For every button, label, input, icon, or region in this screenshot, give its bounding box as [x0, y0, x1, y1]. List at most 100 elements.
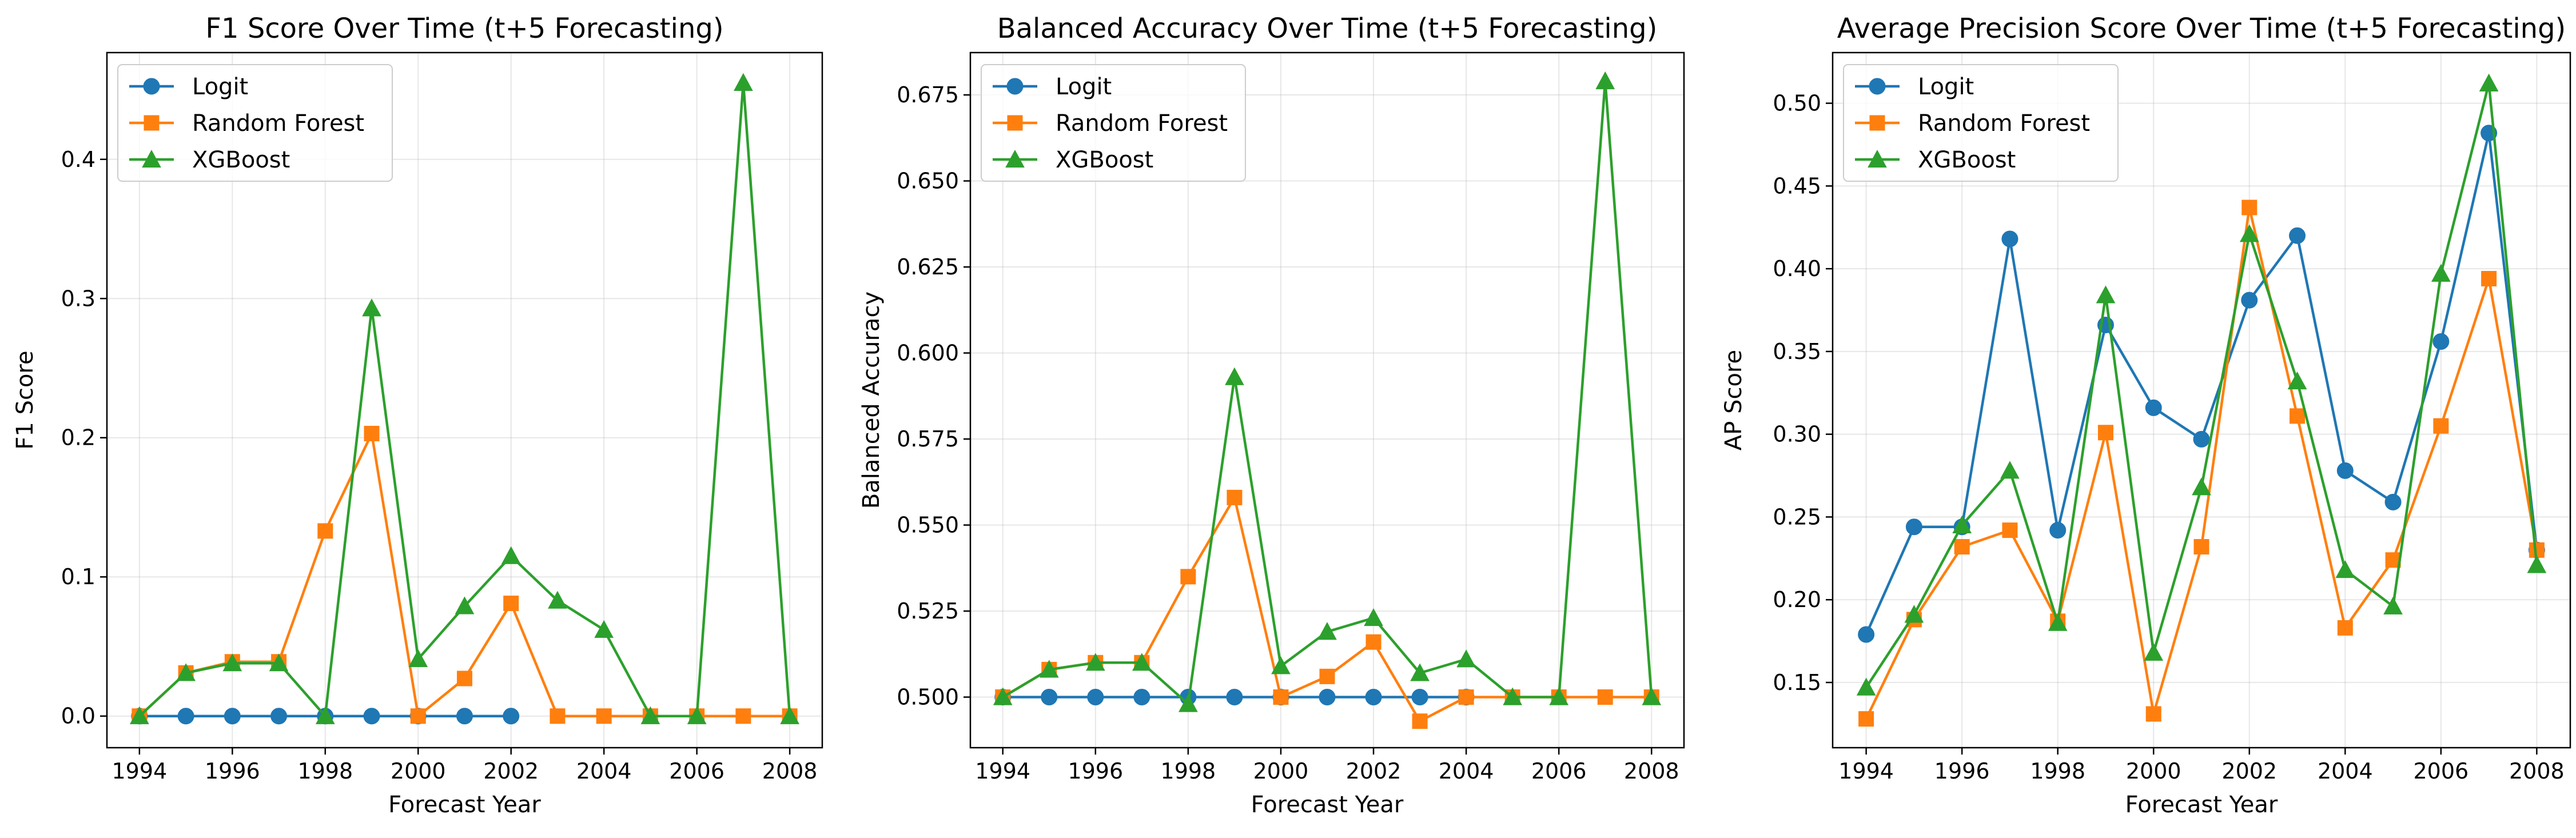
data-point: [1365, 689, 1382, 706]
data-point: [1132, 653, 1152, 671]
x-tick-label: 2000: [2126, 759, 2181, 784]
data-point: [734, 73, 753, 91]
x-tick-label: 2006: [669, 759, 724, 784]
data-point: [269, 653, 289, 672]
series-line: [1865, 206, 2538, 720]
data-point: [1226, 689, 1243, 706]
data-point: [1271, 656, 1291, 675]
plot-frame: [106, 51, 823, 749]
x-tick-label: 1994: [1838, 759, 1894, 784]
data-point: [362, 298, 381, 317]
y-axis-label: Balanced Accuracy: [858, 292, 885, 509]
x-tick-label: 1998: [297, 759, 353, 784]
data-point: [408, 649, 428, 667]
data-point: [594, 620, 614, 638]
series-logit: [1858, 125, 2545, 643]
data-point: [2001, 230, 2018, 248]
data-point: [1904, 605, 1924, 623]
series-xgboost: [993, 71, 1662, 712]
data-point: [456, 708, 473, 725]
legend-label: XGBoost: [1056, 147, 1153, 173]
data-point: [1087, 689, 1104, 706]
x-tick-label: 2000: [391, 759, 446, 784]
data-point: [1905, 518, 1922, 536]
legend-marker: [1869, 78, 1886, 95]
data-point: [1133, 689, 1150, 706]
x-tick-label: 1996: [205, 759, 260, 784]
data-point: [2145, 399, 2162, 416]
legend-marker: [1868, 149, 1887, 168]
legend-item: Random Forest: [129, 110, 364, 137]
legend-label: XGBoost: [1918, 147, 2016, 173]
data-point: [2287, 371, 2307, 390]
x-tick-label: 1998: [2030, 759, 2085, 784]
data-point: [2193, 430, 2210, 448]
data-point: [1952, 515, 1972, 533]
legend-marker: [1006, 78, 1024, 95]
y-tick-label: 0.500: [897, 685, 959, 710]
data-point: [2192, 477, 2211, 496]
data-point: [1858, 626, 1875, 643]
data-point: [2384, 493, 2402, 510]
data-point: [1085, 653, 1105, 671]
y-tick-label: 0.0: [61, 704, 95, 729]
chart-title: Average Precision Score Over Time (t+5 F…: [1837, 13, 2566, 45]
y-tick-label: 0.35: [1773, 339, 1821, 364]
plot-frame: [1832, 51, 2571, 749]
legend-marker: [144, 115, 160, 131]
x-tick-label: 2008: [762, 759, 818, 784]
data-point: [640, 706, 660, 724]
data-point: [410, 708, 426, 724]
data-point: [130, 706, 149, 724]
data-point: [1954, 539, 1970, 555]
data-point: [1319, 689, 1336, 706]
x-tick-label: 2004: [576, 759, 632, 784]
data-point: [780, 706, 799, 724]
y-tick-label: 0.550: [897, 513, 959, 538]
data-point: [1365, 634, 1381, 650]
data-point: [270, 708, 288, 725]
data-point: [2383, 596, 2403, 614]
y-tick-label: 0.25: [1773, 504, 1821, 529]
legend-item: XGBoost: [993, 147, 1153, 173]
legend-label: Random Forest: [192, 110, 364, 137]
x-tick-label: 2008: [2509, 759, 2565, 784]
data-point: [1364, 608, 1383, 626]
data-point: [1597, 689, 1613, 705]
data-point: [176, 663, 196, 681]
data-point: [2431, 264, 2451, 282]
legend-label: Random Forest: [1056, 110, 1228, 137]
x-tick-label: 2004: [1439, 759, 1494, 784]
data-point: [2144, 643, 2164, 661]
data-point: [1225, 367, 1244, 385]
y-tick-label: 0.600: [897, 341, 959, 366]
legend-marker: [1869, 115, 1885, 131]
x-axis-label: Forecast Year: [1251, 792, 1404, 818]
series-line: [1002, 496, 1652, 723]
legend-box: [981, 64, 1246, 182]
y-tick-label: 0.4: [61, 147, 95, 172]
data-point: [364, 425, 380, 441]
y-tick-label: 0.2: [61, 425, 95, 450]
series-xgboost: [1856, 73, 2547, 696]
legend-item: XGBoost: [129, 147, 290, 173]
x-tick-label: 2006: [1531, 759, 1587, 784]
legend-marker: [1005, 149, 1025, 168]
data-point: [2337, 620, 2353, 636]
data-point: [596, 708, 612, 724]
x-tick-label: 2004: [2318, 759, 2373, 784]
legend-label: Logit: [1918, 74, 1974, 100]
chart-panel-3: 1994 1996 1998 2000 2002 2004 2006 2008 0.15 0.20…: [1721, 13, 2571, 818]
data-point: [2289, 227, 2306, 244]
data-point: [457, 671, 472, 687]
data-point: [1411, 689, 1428, 706]
y-axis-label: AP Score: [1721, 350, 1747, 450]
data-point: [1549, 687, 1569, 705]
data-point: [317, 523, 333, 539]
chart-panel-2: 1994 1996 1998 2000 2002 2004 2006 2008 0.500 0.5…: [858, 13, 1685, 818]
legend-marker: [143, 78, 160, 95]
data-point: [363, 708, 380, 725]
x-tick-label: 2008: [1624, 759, 1679, 784]
legend-box: [117, 64, 393, 182]
legend-box: [1843, 64, 2119, 182]
